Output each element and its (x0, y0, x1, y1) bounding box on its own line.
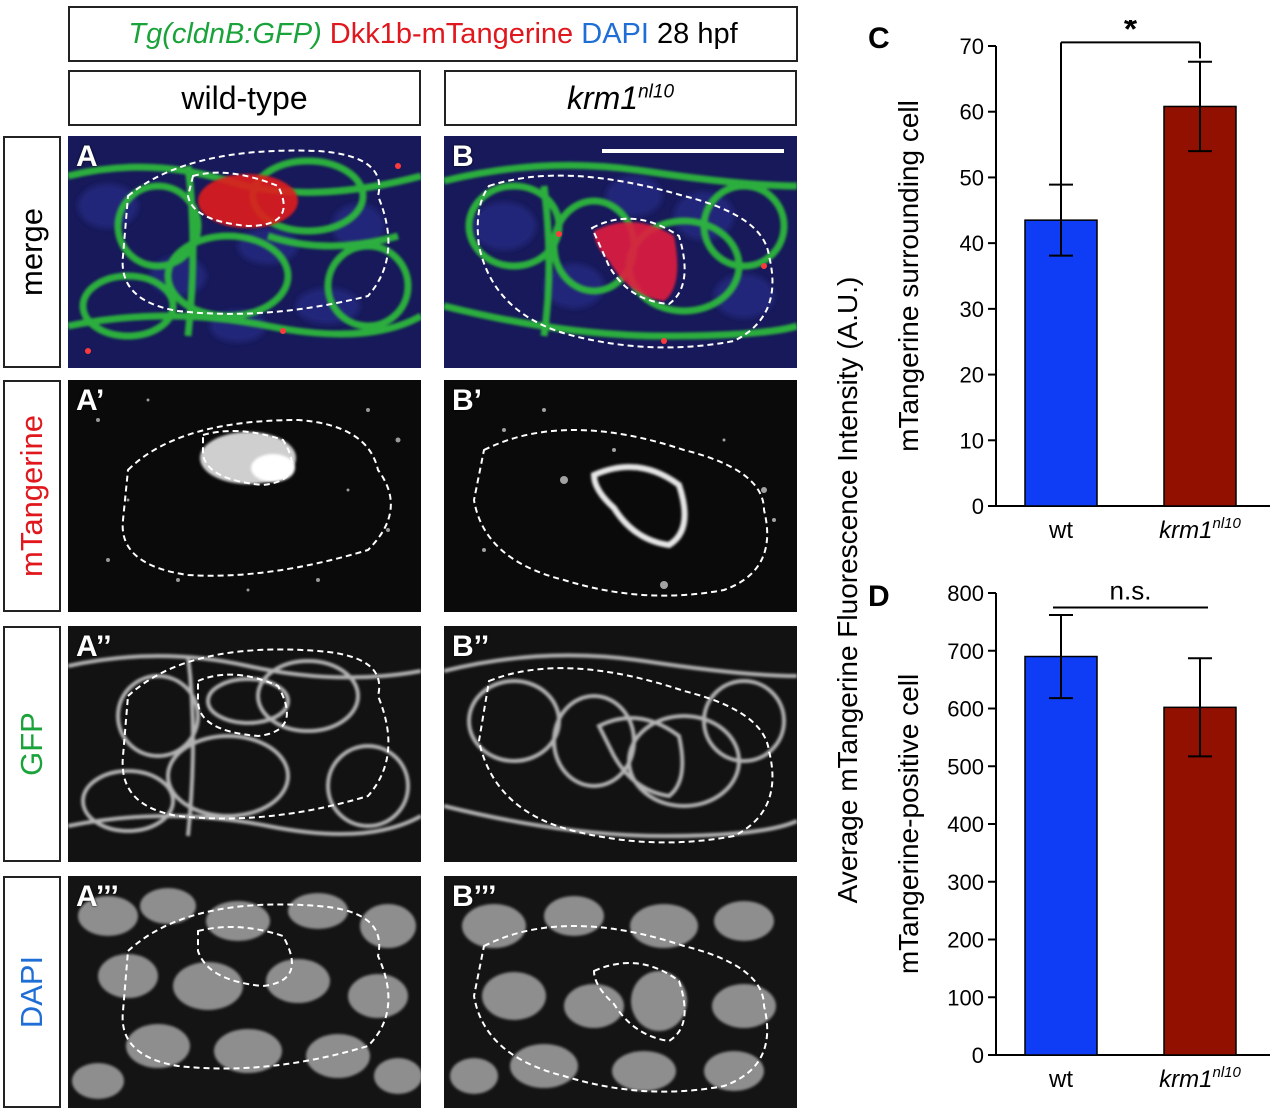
x-tick-label-krm1: krm1nl10 (1159, 515, 1241, 544)
y-axis-label: mTangerine-positive cell (893, 674, 924, 974)
panel-label-A2: A’’ (76, 630, 112, 663)
y-tick-label: 300 (947, 870, 984, 895)
shared-y-axis-label: Average mTangerine Fluorescence Intensit… (832, 276, 863, 904)
panel-B2-gfp: B’’ (444, 626, 797, 862)
figure-header: Tg(cldnB:GFP) Dkk1b-mTangerine DAPI 28 h… (68, 6, 798, 62)
y-tick-label: 40 (960, 231, 984, 256)
y-axis-label: mTangerine surrounding cell (893, 100, 924, 452)
column-label-wildtype: wild-type (181, 79, 308, 116)
y-tick-label: 20 (960, 363, 984, 388)
panel-label-B: B (452, 140, 474, 173)
bar-wt (1024, 219, 1098, 507)
panel-A2-gfp: A’’ (68, 626, 421, 862)
y-tick-label: 800 (947, 581, 984, 606)
y-tick-label: 30 (960, 297, 984, 322)
y-tick-label: 100 (947, 985, 984, 1010)
y-tick-label: 70 (960, 34, 984, 59)
panel-A3-dapi: A’’’ (68, 876, 421, 1108)
chart-letter-D: D (868, 580, 890, 613)
panel-A1-mtangerine: A’ (68, 380, 421, 612)
bar-chart-c: mTangerine surrounding cell 0 10 20 30 40 50 60… (893, 20, 1270, 544)
y-tick-label: 400 (947, 812, 984, 837)
row-label-merge: merge (3, 136, 61, 368)
row-label-mtangerine: mTangerine (3, 380, 61, 612)
significance-label: * (1124, 20, 1138, 48)
chart-letter-C: C (868, 22, 890, 55)
x-tick-label-wt: wt (1048, 1066, 1073, 1093)
bar-chart-d: mTangerine-positive cell 0 100 200 300 400 500… (893, 575, 1270, 1093)
x-tick-label-wt: wt (1048, 517, 1073, 544)
panel-A-merge: A (68, 136, 421, 368)
column-label-mutant: krm1nl10 (566, 79, 675, 116)
significance-label: n.s. (1110, 575, 1152, 605)
panel-B3-dapi: B’’’ (444, 876, 797, 1108)
panel-label-B1: B’ (452, 384, 482, 417)
panel-label-B3: B’’’ (452, 880, 497, 913)
panel-B1-mtangerine: B’ (444, 380, 797, 612)
header-transgene: Tg(cldnB:GFP) (128, 17, 322, 50)
column-header-mutant: krm1nl10 (444, 70, 797, 126)
header-stage: 28 hpf (657, 17, 738, 50)
y-tick-label: 50 (960, 165, 984, 190)
x-tick-label-krm1: krm1nl10 (1159, 1064, 1241, 1093)
y-tick-label: 500 (947, 754, 984, 779)
bar-krm1 (1163, 105, 1237, 507)
bar-krm1 (1163, 706, 1237, 1056)
y-tick-label: 10 (960, 428, 984, 453)
panel-label-A3: A’’’ (76, 880, 119, 913)
header-dkk1b: Dkk1b-mTangerine (329, 17, 574, 50)
y-tick-label: 0 (972, 1043, 984, 1068)
y-tick-label: 200 (947, 928, 984, 953)
y-tick-label: 700 (947, 639, 984, 664)
y-tick-label: 0 (972, 494, 984, 519)
panel-B-merge: B (444, 136, 797, 368)
row-label-gfp: GFP (3, 626, 61, 862)
y-tick-label: 600 (947, 697, 984, 722)
header-dapi: DAPI (581, 17, 649, 50)
column-header-wildtype: wild-type (68, 70, 421, 126)
panel-label-B2: B’’ (452, 630, 490, 663)
panel-label-A1: A’ (76, 384, 105, 417)
bar-wt (1024, 655, 1098, 1056)
row-label-dapi: DAPI (3, 876, 61, 1108)
y-tick-label: 60 (960, 100, 984, 125)
panel-label-A: A (76, 140, 98, 173)
